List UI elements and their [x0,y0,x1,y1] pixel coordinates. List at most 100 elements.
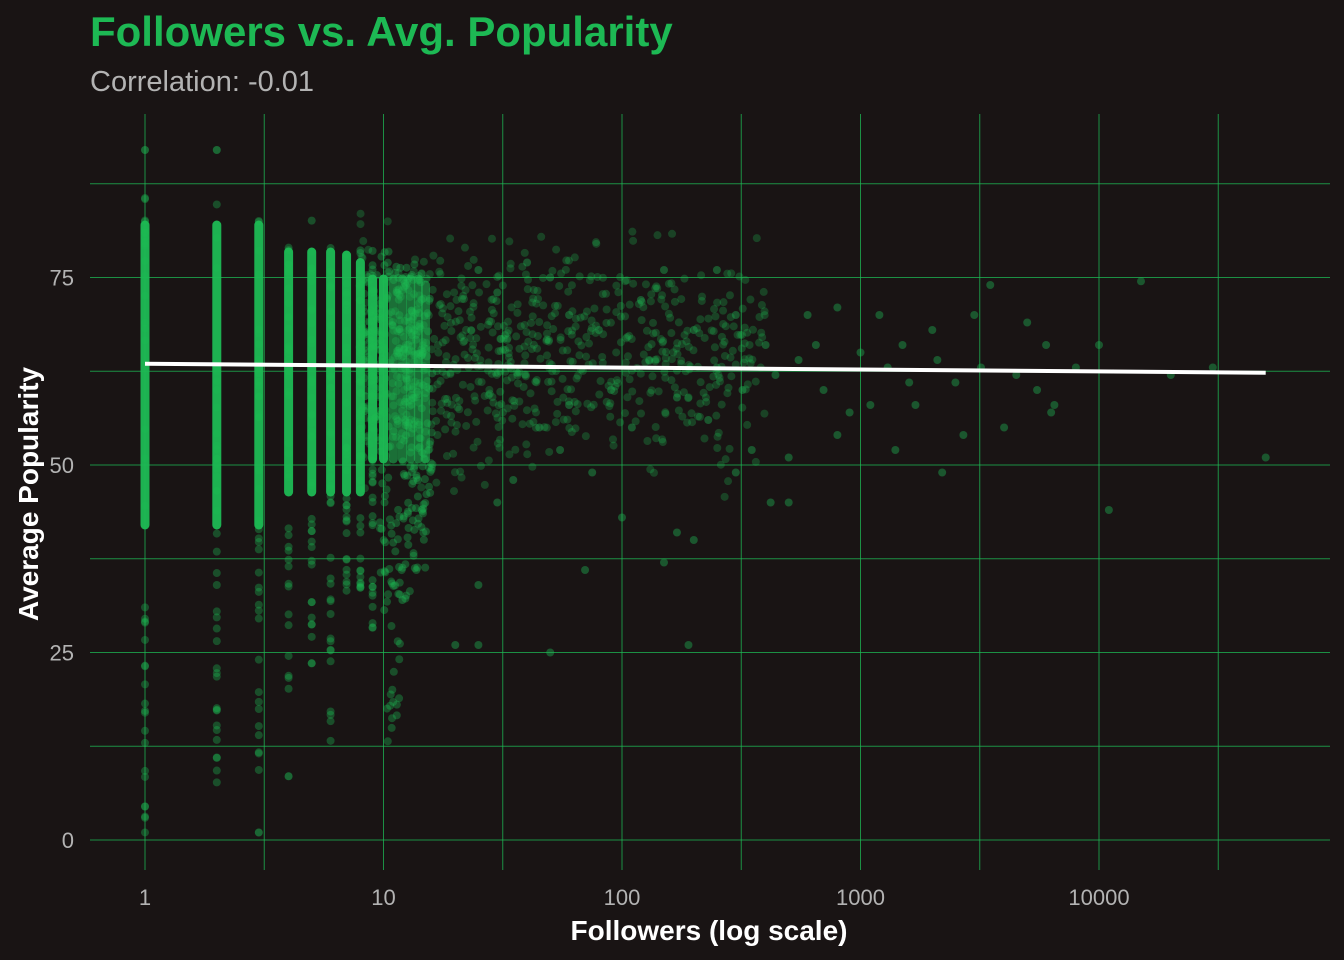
data-point [355,462,364,471]
data-point [406,396,415,405]
data-point [284,284,293,293]
data-point [284,524,293,533]
data-point [364,327,373,336]
data-point [212,669,221,678]
data-point [751,457,760,466]
data-point [875,311,884,319]
data-point [493,369,502,378]
data-point [405,345,414,354]
data-point [372,433,381,442]
data-point [396,263,405,272]
data-point [284,246,293,255]
data-point [555,281,564,290]
data-point [423,352,432,361]
data-point [501,331,510,340]
data-point [438,338,447,347]
data-point [382,293,391,302]
data-point [407,306,416,315]
data-point [379,343,388,352]
data-point [413,350,422,359]
data-point [141,699,149,708]
data-point [494,347,503,356]
data-point [141,239,149,248]
data-point [469,302,478,311]
data-point [738,386,747,394]
data-point [141,813,149,822]
data-point [406,462,415,471]
data-point [666,313,675,322]
data-point [401,431,410,440]
data-point [376,345,385,354]
data-point [549,325,558,334]
data-point [141,726,149,735]
data-point [370,325,379,334]
data-point [458,331,467,340]
data-point [377,524,386,533]
data-point [475,288,484,297]
data-point [342,577,351,586]
data-point [695,329,704,338]
data-point [212,581,221,590]
data-point [404,498,413,507]
data-point [616,312,625,321]
data-point [284,464,293,473]
data-point [254,614,263,623]
data-point [474,266,483,274]
data-point [498,408,507,417]
data-point [574,337,583,346]
data-point [423,377,432,386]
data-point [212,377,221,386]
data-point [356,332,365,341]
data-point [631,417,640,426]
data-point [530,404,539,413]
data-point [368,389,377,398]
data-point [356,528,365,537]
data-point [496,387,505,396]
data-point [212,664,221,673]
data-point [254,749,263,758]
data-point [539,301,548,310]
data-point [616,301,625,310]
data-point [661,373,670,382]
data-point [398,596,407,604]
data-point [710,343,719,352]
data-point [409,267,418,276]
data-point [375,315,384,324]
data-point [284,671,293,680]
data-point [359,402,368,411]
data-point [284,582,293,591]
data-point [483,406,492,415]
data-point [938,468,947,477]
data-point [715,373,724,382]
data-point [435,267,444,276]
data-point [365,317,374,326]
data-point [760,311,769,320]
data-point [357,252,366,261]
data-point [212,569,221,578]
data-point [381,279,390,288]
data-point [254,516,263,525]
data-point [484,358,493,367]
data-point [385,316,394,325]
data-point [141,195,149,204]
data-point [629,279,638,288]
data-point [522,440,531,449]
data-point [396,328,405,337]
data-point [419,500,428,509]
data-point [254,409,263,418]
data-point [683,326,692,335]
data-point [1000,423,1009,432]
data-point [587,272,596,281]
data-point [417,404,426,413]
data-point [646,465,655,474]
data-point [419,366,428,375]
data-point [428,285,437,294]
data-point [394,505,403,514]
data-point [564,397,573,406]
data-point [713,443,722,452]
data-point [254,722,263,731]
data-point [470,353,479,362]
data-point [408,308,417,317]
data-point [378,301,387,310]
data-point [533,344,542,353]
